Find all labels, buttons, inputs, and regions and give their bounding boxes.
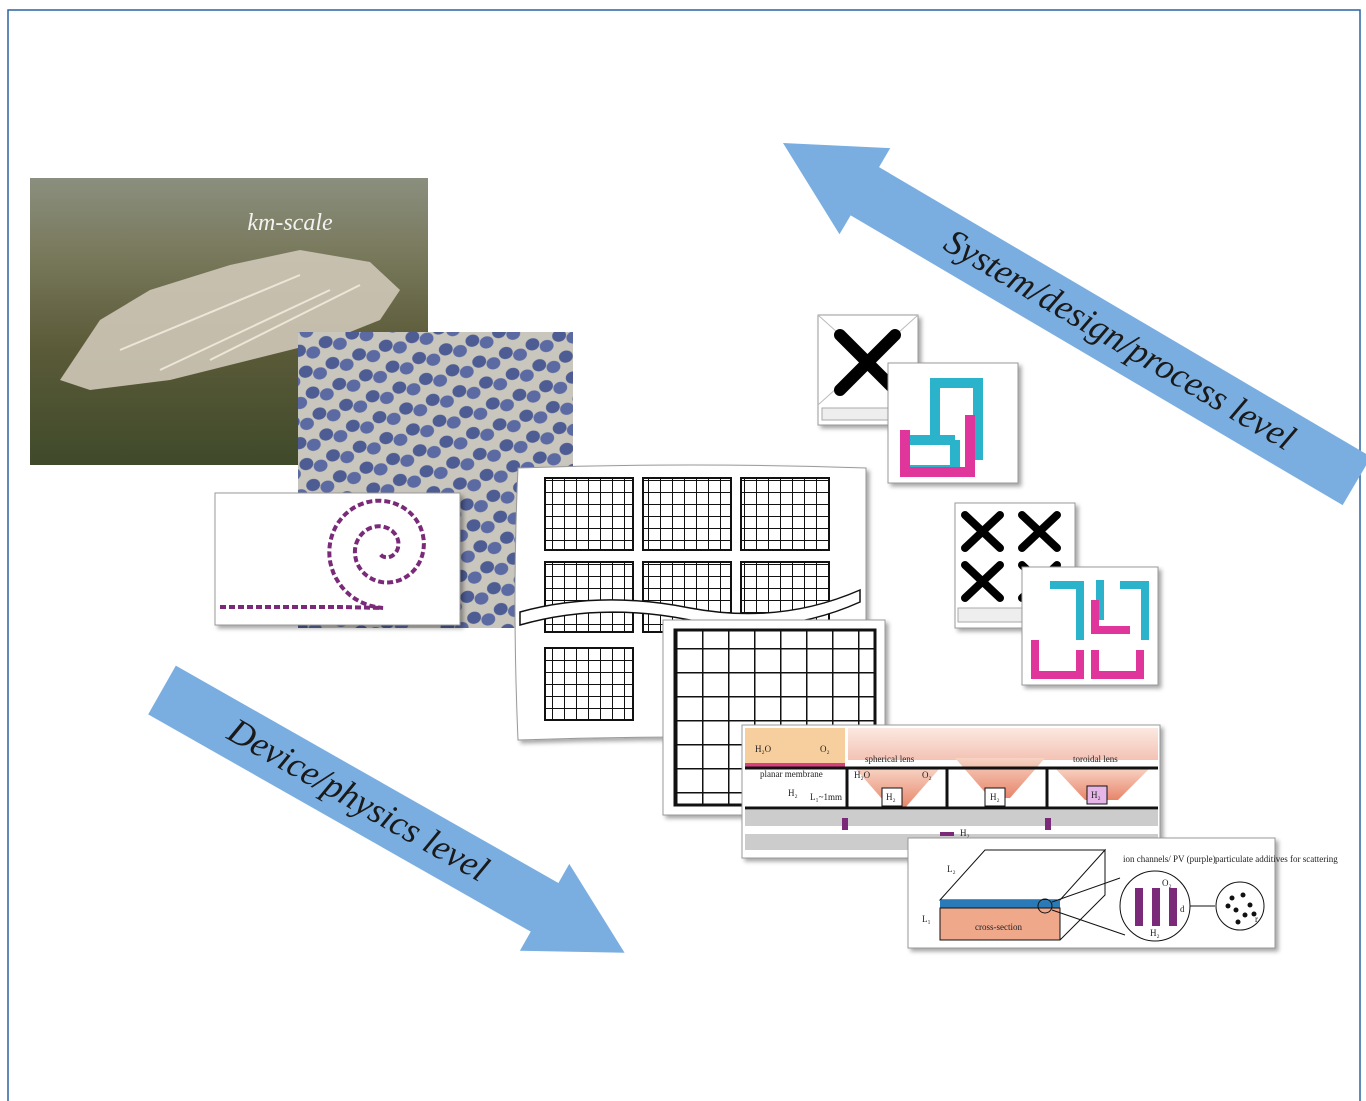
label: H₂: [960, 828, 970, 838]
upper-arrow: System/design/process level: [783, 143, 1366, 506]
shape: [848, 728, 1158, 760]
label: spherical lens: [865, 754, 915, 764]
shape: [544, 647, 634, 721]
label: d: [1180, 904, 1185, 914]
quad-l-tile: [1021, 566, 1159, 686]
shape: [1086, 785, 1108, 805]
cross-section-card: H₂O O₂ planar membrane spherical lens to…: [741, 724, 1161, 859]
shape: [519, 588, 861, 627]
shape: [544, 561, 634, 633]
l-tile: [887, 362, 1019, 484]
shape: [1225, 903, 1231, 909]
shape: [940, 832, 954, 836]
lower-arrow-label: Device/physics level: [220, 709, 495, 889]
shape: [1055, 768, 1150, 800]
label: cross-section: [975, 922, 1022, 932]
shape: [1247, 902, 1253, 908]
shape: [1251, 911, 1257, 917]
shape: [1031, 600, 1144, 679]
shape: [1152, 888, 1160, 926]
shape: [1225, 892, 1257, 925]
shape: [984, 787, 1006, 807]
label: particulate additives for scattering: [1215, 854, 1338, 864]
label: O₂: [922, 770, 932, 780]
shape: [1240, 892, 1246, 898]
shape: [900, 415, 975, 477]
shape: [1135, 888, 1143, 926]
photo-label: km-scale: [247, 210, 333, 236]
label: O₂: [1162, 878, 1172, 888]
shape: [1169, 888, 1177, 926]
shape: [220, 498, 426, 610]
label: H₂: [990, 792, 1000, 802]
label: ion channels/ PV (purple): [1123, 854, 1216, 864]
shape: [1242, 912, 1248, 918]
label: L₂: [947, 864, 956, 874]
label: planar membrane: [760, 769, 823, 779]
shape: [1233, 907, 1239, 913]
shape: [845, 768, 1049, 808]
shape: [1229, 895, 1235, 901]
shape: [544, 477, 634, 551]
shape: [1045, 818, 1051, 830]
frame: [7, 9, 1361, 1101]
label: H₂: [886, 792, 896, 802]
shape: [783, 143, 1366, 506]
shape: [1051, 877, 1126, 936]
shape: [740, 477, 830, 551]
box-card: L₂ L₁ cross-section ion channels/ PV (pu…: [907, 837, 1338, 949]
label: H₂: [788, 788, 798, 798]
shape: [60, 250, 400, 390]
shape: [642, 477, 732, 551]
label: H₂O: [854, 770, 871, 780]
shape: [881, 787, 903, 807]
label: L₁~1mm: [810, 792, 842, 802]
spiral-card: [214, 492, 461, 626]
shape: [214, 492, 461, 626]
shape: [1050, 580, 1149, 640]
shape: [1037, 898, 1053, 914]
shape: [939, 907, 1061, 941]
shape: [148, 665, 625, 953]
shape: [745, 810, 1158, 826]
label: H₂O: [755, 744, 772, 754]
label: r: [1255, 914, 1258, 924]
shape: [940, 900, 1060, 908]
label: H₂: [1150, 928, 1160, 938]
label: toroidal lens: [1073, 754, 1118, 764]
shape: [1215, 881, 1265, 931]
label: H₂: [1091, 790, 1101, 800]
shape: [745, 728, 845, 765]
label: O₂: [820, 744, 830, 754]
label: L₁: [922, 914, 931, 924]
shape: [834, 329, 901, 396]
shape: [842, 818, 848, 830]
shape: [119, 274, 361, 371]
shape: [1235, 919, 1241, 925]
